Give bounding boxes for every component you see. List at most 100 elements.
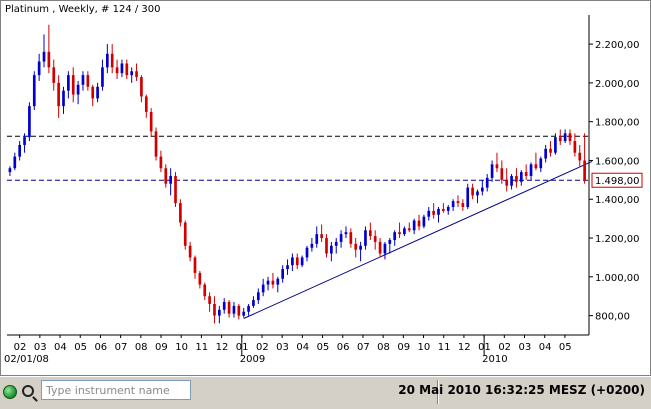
- candle-body: [164, 168, 168, 184]
- candle-body: [481, 187, 484, 192]
- candle: [81, 71, 85, 91]
- candle: [52, 59, 56, 91]
- candle-body: [393, 232, 397, 240]
- candle: [407, 222, 411, 233]
- candle-body: [359, 245, 362, 250]
- candle: [330, 241, 333, 262]
- connection-status-icon[interactable]: [3, 385, 17, 399]
- candle-body: [412, 220, 416, 231]
- candle: [86, 71, 90, 91]
- x-tick-label: 08: [135, 342, 148, 353]
- candle: [505, 168, 509, 192]
- candle-body: [529, 164, 533, 176]
- y-tick-label: 1.800,00: [595, 118, 640, 129]
- candle-body: [37, 61, 41, 76]
- chart-area[interactable]: Platinum , Weekly, # 124 / 300 2.200,00 2…: [0, 0, 651, 376]
- y-tick-label: 2.000,00: [595, 79, 640, 90]
- candle-body: [490, 164, 494, 178]
- candle: [456, 195, 460, 207]
- candle-body: [300, 257, 304, 266]
- candle-body: [261, 284, 265, 293]
- candle: [578, 144, 582, 167]
- candle: [76, 80, 80, 105]
- candle: [125, 59, 129, 79]
- candle: [8, 166, 12, 176]
- candle: [471, 183, 474, 200]
- candle: [42, 34, 46, 68]
- candle: [544, 144, 547, 163]
- x-tick-label: 02: [14, 342, 27, 353]
- candle-body: [247, 305, 250, 312]
- candle: [534, 152, 538, 171]
- candle-body: [573, 141, 577, 153]
- candle-body: [42, 51, 46, 62]
- candle-body: [417, 220, 421, 227]
- candle-body: [505, 179, 509, 186]
- candle: [432, 203, 435, 219]
- candle: [169, 168, 172, 196]
- candle: [91, 84, 95, 107]
- candle: [96, 82, 99, 103]
- candle-body: [281, 269, 284, 279]
- candle: [105, 44, 109, 74]
- candle: [23, 133, 26, 153]
- candle: [393, 230, 397, 246]
- candle-body: [383, 243, 387, 254]
- candle-body: [339, 234, 343, 242]
- candle: [286, 259, 289, 275]
- candle: [198, 271, 202, 289]
- candle-body: [568, 133, 572, 142]
- candle-body: [515, 175, 518, 182]
- candle: [164, 164, 168, 188]
- candle-body: [120, 63, 124, 74]
- candle: [339, 230, 343, 248]
- candle-body: [227, 302, 231, 314]
- candle: [144, 94, 148, 118]
- candle-body: [320, 234, 323, 239]
- candle-body: [330, 245, 333, 254]
- candle-body: [232, 305, 236, 314]
- candle-body: [159, 156, 163, 169]
- x-tick-label: 05: [74, 342, 87, 353]
- x-tick-label: 10: [175, 342, 188, 353]
- candle: [276, 276, 280, 293]
- candle: [101, 59, 104, 91]
- candle: [451, 199, 455, 211]
- candle-body: [295, 257, 299, 266]
- grid-layer: [7, 135, 593, 319]
- candle-body: [71, 75, 75, 95]
- candle: [442, 203, 445, 213]
- candle-body: [349, 232, 353, 244]
- candle: [32, 71, 36, 111]
- search-icon[interactable]: [22, 385, 34, 397]
- candle-body: [534, 164, 538, 169]
- candle-body: [81, 75, 85, 85]
- x-tick-label: 04: [539, 342, 552, 353]
- candle-body: [213, 303, 216, 316]
- candle: [232, 302, 236, 318]
- candle: [281, 265, 284, 283]
- candle: [256, 288, 260, 304]
- status-bar: 20 Mai 2010 16:32:25 MESZ (+0200): [0, 376, 651, 409]
- x-tick-label: 02: [498, 342, 511, 353]
- candle: [62, 86, 65, 114]
- instrument-search-input[interactable]: [41, 380, 191, 400]
- candle-body: [378, 241, 382, 254]
- candle: [266, 276, 270, 291]
- clock-display: 20 Mai 2010 16:32:25 MESZ (+0200): [398, 383, 645, 397]
- y-tick-label: 1.000,00: [595, 273, 640, 284]
- current-price-label: 1.498,00: [595, 176, 640, 187]
- candle: [222, 298, 226, 314]
- y-tick-label: 1.200,00: [595, 234, 640, 245]
- price-chart[interactable]: Platinum , Weekly, # 124 / 300 2.200,002…: [1, 1, 651, 377]
- candle: [130, 67, 134, 83]
- candle-body: [222, 302, 226, 310]
- candle: [549, 141, 552, 157]
- x-tick-label: 03: [34, 342, 47, 353]
- candle-body: [403, 228, 406, 235]
- candle: [203, 282, 207, 301]
- candle-layer: [8, 24, 586, 324]
- candle-body: [539, 158, 543, 169]
- x-tick-label: 09: [397, 342, 410, 353]
- candle-body: [442, 208, 445, 211]
